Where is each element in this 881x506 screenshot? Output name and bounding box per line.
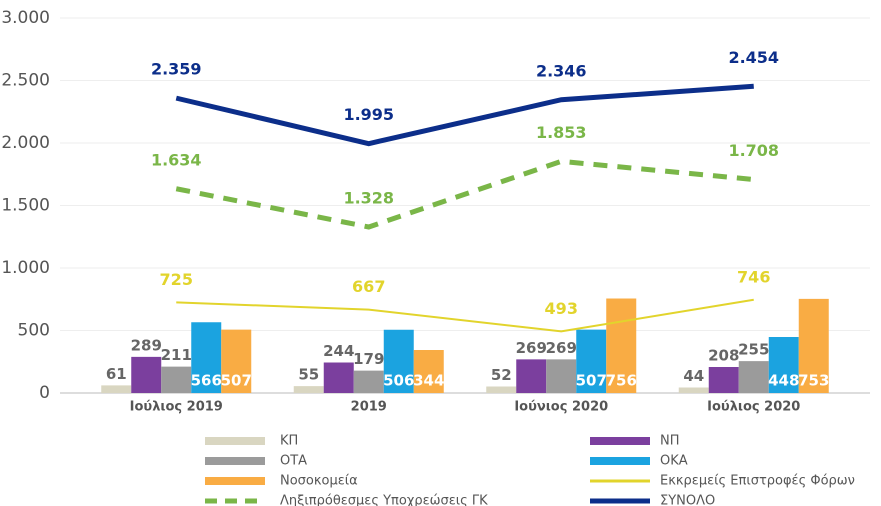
x-tick-label: Ιούλιος 2019 xyxy=(130,400,223,415)
x-tick-label: 2019 xyxy=(351,400,387,415)
line-label: 493 xyxy=(545,299,578,318)
line-label: 2.346 xyxy=(536,61,587,80)
bar-label: 211 xyxy=(161,346,192,364)
bar-label: 566 xyxy=(191,372,222,390)
bar xyxy=(678,387,709,393)
bar xyxy=(293,386,324,393)
legend-label: Ληξιπρόθεσμες Υποχρεώσεις ΓΚ xyxy=(280,494,488,506)
legend-label: ΟΚΑ xyxy=(660,454,688,469)
y-tick-label: 3.000 xyxy=(1,8,50,28)
line-label: 725 xyxy=(160,270,193,289)
line-label: 1.853 xyxy=(536,123,587,142)
line-label: 1.995 xyxy=(343,105,394,124)
bar-label: 753 xyxy=(798,372,829,390)
y-tick-label: 2.500 xyxy=(1,71,50,91)
legend-label: Εκκρεμείς Επιστροφές Φόρων xyxy=(660,474,855,489)
bar xyxy=(516,359,547,393)
legend-swatch xyxy=(590,437,650,445)
bar xyxy=(738,361,769,393)
bar-label: 255 xyxy=(738,341,769,359)
bar-label: 756 xyxy=(606,372,637,390)
bar xyxy=(221,329,252,393)
bar xyxy=(131,356,162,393)
line-label: 2.454 xyxy=(728,48,779,67)
bar-label: 507 xyxy=(576,372,607,390)
legend-swatch xyxy=(205,457,265,465)
bar-label: 179 xyxy=(353,350,384,368)
legend-label: ΣΥΝΟΛΟ xyxy=(660,494,715,506)
legend-label: Νοσοκομεία xyxy=(280,474,358,489)
x-tick-label: Ιούνιος 2020 xyxy=(514,400,608,415)
bar-label: 61 xyxy=(106,365,127,383)
legend-label: ΝΠ xyxy=(660,434,680,449)
legend-swatch xyxy=(205,477,265,485)
line xyxy=(175,83,754,147)
legend-label: ΟΤΑ xyxy=(280,454,307,469)
bar-label: 506 xyxy=(383,372,414,390)
bar xyxy=(708,367,739,393)
bar xyxy=(576,329,607,393)
legend-swatch xyxy=(590,457,650,465)
bar xyxy=(606,298,637,393)
bar-label: 52 xyxy=(491,366,512,384)
line xyxy=(176,298,754,333)
bar-label: 55 xyxy=(298,366,319,384)
y-tick-label: 2.000 xyxy=(1,133,50,153)
bar-label: 344 xyxy=(413,372,444,390)
bar xyxy=(768,337,799,393)
bar xyxy=(546,359,577,393)
line-label: 667 xyxy=(352,277,385,296)
y-tick-label: 1.500 xyxy=(1,196,50,216)
bar xyxy=(323,362,354,393)
y-tick-label: 1.000 xyxy=(1,258,50,278)
bar-label: 208 xyxy=(708,347,739,365)
bar xyxy=(413,350,444,393)
line-label: 1.634 xyxy=(151,150,202,169)
y-tick-label: 500 xyxy=(18,321,50,341)
line-label: 1.708 xyxy=(728,141,779,160)
line-label: 2.359 xyxy=(151,60,202,79)
bar-label: 289 xyxy=(131,336,162,354)
bar-label: 269 xyxy=(546,339,577,357)
bar xyxy=(353,370,384,393)
legend-swatch xyxy=(205,437,265,445)
legend-label: ΚΠ xyxy=(280,434,298,449)
bar-label: 244 xyxy=(323,342,354,360)
bar-label: 448 xyxy=(768,372,799,390)
bar-label: 44 xyxy=(683,367,704,385)
bar xyxy=(798,298,829,393)
line xyxy=(175,158,754,230)
bar xyxy=(191,322,222,393)
bar xyxy=(383,329,414,393)
bar-label: 507 xyxy=(221,372,252,390)
bar-label: 269 xyxy=(516,339,547,357)
y-tick-label: 0 xyxy=(39,383,50,403)
x-tick-label: Ιούλιος 2020 xyxy=(707,400,800,415)
line-label: 1.328 xyxy=(343,189,394,208)
line-label: 746 xyxy=(737,267,770,286)
bar xyxy=(101,385,132,393)
bar xyxy=(486,386,517,393)
bar xyxy=(161,366,192,393)
